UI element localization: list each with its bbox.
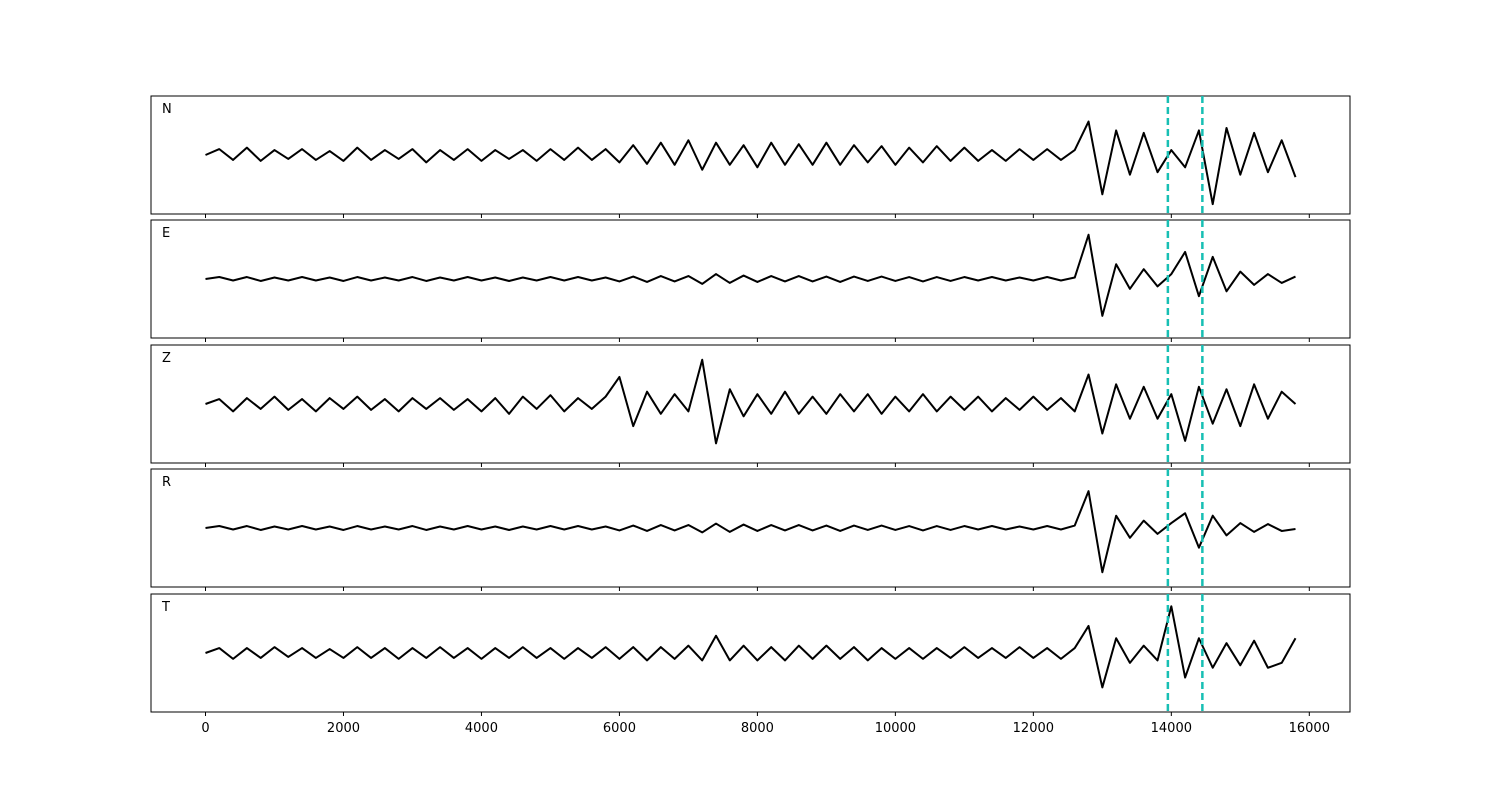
x-tick-label: 0 [201,721,209,736]
waveform [205,605,1297,689]
panel-label: T [161,600,170,615]
panel-label: E [162,226,170,241]
panel-label: Z [162,351,171,366]
x-tick-label: 4000 [465,721,498,736]
waveform [205,358,1297,445]
x-tick-label: 2000 [327,721,360,736]
waveform [205,490,1296,574]
waveform [205,120,1297,206]
x-tick-label: 10000 [875,721,916,736]
x-tick-label: 14000 [1151,721,1192,736]
waveform [205,233,1296,317]
x-tick-label: 12000 [1013,721,1054,736]
panel-label: R [162,475,171,490]
x-tick-label: 6000 [603,721,636,736]
x-tick-label: 8000 [741,721,774,736]
panel-label: N [162,102,172,117]
x-tick-label: 16000 [1289,721,1330,736]
